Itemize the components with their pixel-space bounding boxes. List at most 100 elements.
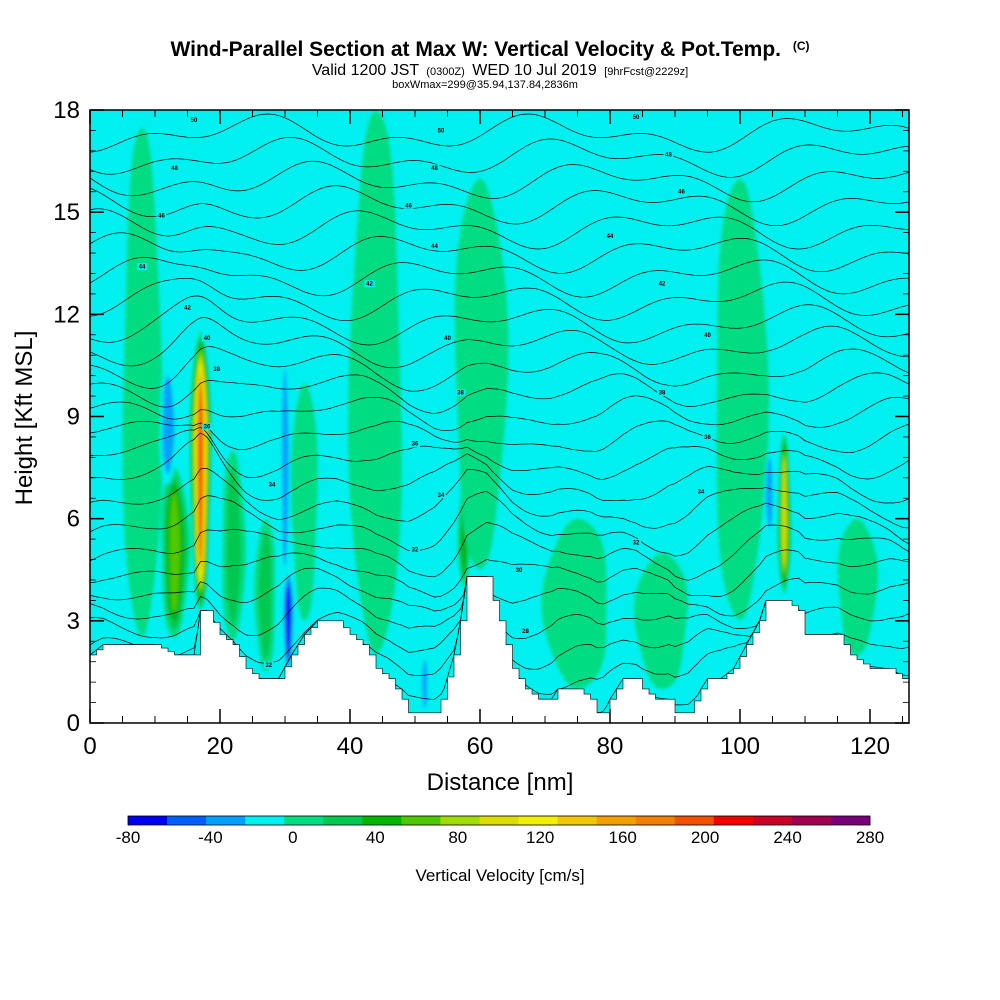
x-tick-label: 40 (337, 733, 364, 760)
contour-label-bg (429, 164, 440, 172)
colorbar-swatch (791, 816, 832, 825)
colorbar-swatch (440, 816, 480, 825)
contour-label-bg (702, 433, 713, 441)
contour-label: 28 (522, 629, 529, 635)
theta-contour-19 (90, 232, 909, 274)
y-tick-label: 0 (67, 710, 80, 737)
title-group: Wind-Parallel Section at Max W: Vertical… (170, 38, 809, 91)
theta-contour-16 (90, 295, 909, 346)
updraft-6-level-0 (290, 382, 318, 621)
colorbar-label: 280 (856, 828, 884, 847)
theta-contour-15 (90, 317, 909, 369)
downdraft-1-level-1 (282, 369, 289, 567)
updraft-10-level-0 (347, 110, 402, 655)
contour-label: 46 (158, 214, 165, 220)
theta-contour-21 (90, 185, 909, 227)
colorbar-label: 160 (609, 828, 637, 847)
theta-contour-11 (90, 420, 909, 454)
theta-contour-12 (90, 395, 909, 431)
contour-label-bg (657, 389, 667, 397)
contour-label-bg (202, 423, 212, 431)
contour-label: 40 (204, 336, 211, 342)
downdraft-0-level-3 (286, 584, 291, 657)
colorbar-swatch (596, 816, 636, 825)
title-copyright-mark: (C) (793, 39, 810, 53)
contour-label: 32 (633, 541, 640, 547)
colorbar-swatch (557, 816, 597, 825)
x-axis-label: Distance [nm] (427, 769, 574, 796)
contour-label-bg (436, 491, 446, 499)
updraft-2 (222, 450, 246, 642)
colorbar-label: 80 (448, 828, 467, 847)
downdraft-5-level-1 (422, 659, 427, 708)
contour-label: 44 (607, 234, 614, 240)
contour-label: 36 (412, 442, 419, 448)
contour-label: 36 (204, 425, 211, 431)
contour-label-bg (702, 331, 713, 339)
contour-label-bg (267, 481, 277, 489)
downdraft-6 (319, 399, 328, 485)
contour-label-bg (520, 627, 531, 635)
theta-contour-10 (90, 426, 909, 480)
updraft-11 (541, 518, 607, 689)
contour-label: 44 (431, 244, 438, 250)
contour-label-bg (182, 304, 193, 312)
y-tick-label: 15 (53, 199, 80, 226)
contour-label-bg (410, 440, 420, 448)
updraft-8 (716, 178, 770, 621)
colorbar-label: 0 (288, 828, 297, 847)
contour-label-bg (263, 661, 274, 669)
y-tick-label: 6 (67, 506, 80, 533)
theta-contour-5 (90, 549, 909, 598)
theta-contour-8 (90, 468, 909, 529)
theta-contour-20 (90, 208, 909, 250)
contour-label: 34 (438, 493, 445, 499)
contour-label-bg (429, 242, 440, 250)
contour-label-bg (169, 164, 180, 172)
theta-contour-6 (90, 522, 909, 581)
downdraft-0 (282, 569, 295, 672)
contour-labels: 50 48 46 44 42 40 38 36 34 32 50 48 46 44 42 40 38 36 34 32… (137, 113, 713, 669)
contour-label: 46 (678, 190, 685, 196)
downdraft-3 (200, 127, 214, 247)
contour-label: 32 (265, 663, 272, 669)
contour-label-bg (676, 188, 687, 196)
contour-label: 50 (633, 115, 640, 121)
contour-label: 40 (444, 336, 451, 342)
updraft-11-level-0 (541, 518, 607, 689)
downdraft-1 (280, 348, 291, 587)
contour-label-bg (202, 334, 212, 342)
updraft-6 (290, 382, 318, 621)
theta-contour-24 (90, 113, 909, 153)
downdraft-4 (763, 450, 775, 536)
subtitle-zulu: (0300Z) (426, 66, 465, 78)
contour-label-bg (631, 113, 641, 121)
contour-label-bg (189, 116, 199, 124)
contour-label: 32 (412, 547, 419, 553)
updraft-3 (777, 433, 792, 594)
theta-contour-22 (90, 160, 909, 203)
contour-label: 40 (704, 333, 711, 339)
contour-label-bg (436, 126, 446, 134)
contour-label-bg (364, 280, 375, 288)
chart-subtitle: Valid 1200 JST (0300Z) WED 10 Jul 2019 [… (312, 62, 688, 79)
plot-area: 50 48 46 44 42 40 38 36 34 32 50 48 46 44 42 40 38 36 34 32… (90, 110, 909, 723)
colorbar-swatch (167, 816, 207, 825)
updraft-2-level-1 (226, 467, 241, 625)
colorbar-swatch (830, 816, 871, 825)
y-tick-label: 9 (67, 404, 80, 431)
updraft-7-level-0 (454, 178, 509, 570)
colorbar-label: -80 (116, 828, 141, 847)
theta-contour-7 (90, 491, 909, 557)
terrain (90, 576, 909, 723)
x-tick-label: 0 (83, 733, 96, 760)
contour-label: 36 (704, 435, 711, 441)
contour-label: 48 (171, 166, 178, 172)
contour-label: 48 (665, 152, 672, 158)
contour-label: 46 (405, 203, 412, 209)
x-tick-label: 20 (207, 733, 234, 760)
contour-label: 42 (366, 282, 373, 288)
contour-label-bg (442, 334, 453, 342)
colorbar-swatch (674, 816, 715, 825)
contour-label-bg (137, 263, 147, 271)
